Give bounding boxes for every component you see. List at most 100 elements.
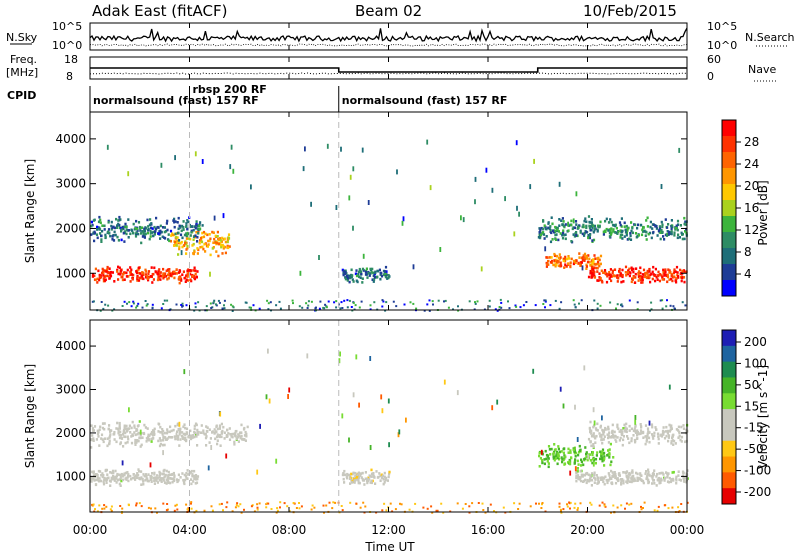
scatter-cell <box>196 428 199 432</box>
ytick-label: 2000 <box>55 221 86 235</box>
noise-cell <box>275 511 278 514</box>
scatter-cell <box>549 228 552 232</box>
scatter-cell <box>621 229 624 233</box>
speck-cell <box>412 264 415 270</box>
scatter-cell <box>675 265 679 269</box>
noise-cell <box>300 505 303 508</box>
scatter-cell <box>643 275 647 278</box>
noise-cell <box>666 299 668 302</box>
scatter-cell <box>651 277 654 281</box>
scatter-cell <box>220 422 223 426</box>
scatter-cell <box>679 224 682 227</box>
noise-cell <box>362 501 365 504</box>
scatter-cell <box>617 230 620 234</box>
scatter-cell <box>587 236 590 239</box>
scatter-cell <box>610 231 613 235</box>
scatter-cell <box>124 471 127 475</box>
scatter-cell <box>608 277 611 280</box>
scatter-cell <box>99 221 102 225</box>
scatter-cell <box>592 445 595 448</box>
scatter-cell <box>98 444 101 447</box>
scatter-cell <box>234 430 237 433</box>
noise-cell <box>624 507 626 510</box>
scatter-cell <box>606 481 609 485</box>
scatter-cell <box>592 434 595 437</box>
noise-cell <box>237 505 240 508</box>
scatter-cell <box>617 427 620 431</box>
noise-cell <box>318 307 321 310</box>
scatter-cell <box>666 473 669 477</box>
scatter-cell <box>199 221 202 224</box>
scatter-cell <box>100 433 104 437</box>
scatter-cell <box>640 233 644 237</box>
noise-cell <box>270 508 273 510</box>
scatter-cell <box>657 437 660 441</box>
scatter-cell <box>191 474 194 478</box>
scatter-cell <box>670 440 673 443</box>
scatter-cell <box>165 469 168 473</box>
scatter-cell <box>589 420 592 424</box>
scatter-cell <box>194 482 197 485</box>
scatter-cell <box>570 219 573 223</box>
scatter-cell <box>596 230 599 233</box>
scatter-cell <box>588 257 591 261</box>
scatter-cell <box>664 268 667 271</box>
scatter-cell <box>127 474 130 478</box>
scatter-cell <box>140 232 143 235</box>
scatter-cell <box>145 440 148 443</box>
speck-cell <box>562 403 565 409</box>
scatter-cell <box>622 471 625 474</box>
scatter-cell <box>685 480 688 484</box>
scatter-cell <box>115 481 118 484</box>
scatter-cell <box>626 227 629 230</box>
scatter-cell <box>200 424 203 427</box>
scatter-cell <box>592 432 595 435</box>
scatter-cell <box>571 227 574 231</box>
scatter-cell <box>215 425 218 428</box>
scatter-cell <box>101 438 104 441</box>
scatter-cell <box>613 274 616 277</box>
scatter-cell <box>349 475 352 478</box>
scatter-cell <box>591 226 594 229</box>
noise-cell <box>669 304 672 307</box>
speck-cell <box>335 205 338 210</box>
scatter-cell <box>634 232 638 235</box>
scatter-cell <box>154 227 157 231</box>
scatter-cell <box>649 280 652 284</box>
scatter-cell <box>561 460 564 464</box>
noise-cell <box>325 504 328 507</box>
noise-cell <box>436 509 439 512</box>
scatter-cell <box>135 474 138 477</box>
scatter-cell <box>159 472 162 475</box>
noise-cell <box>574 306 577 309</box>
scatter-cell <box>666 429 669 433</box>
scatter-cell <box>676 219 680 223</box>
colorbar-tick-label: 100 <box>744 356 767 370</box>
power-ylabel: Slant Range [km] <box>23 159 37 263</box>
scatter-cell <box>575 231 578 234</box>
scatter-cell <box>679 438 682 442</box>
scatter-cell <box>545 227 548 231</box>
scatter-cell <box>161 428 164 431</box>
speck-cell <box>127 171 130 177</box>
scatter-cell <box>125 275 128 278</box>
ytick-label: 3000 <box>55 177 86 191</box>
noise-cell <box>373 301 376 304</box>
colorbar-swatch <box>722 330 736 347</box>
scatter-cell <box>140 483 143 486</box>
scatter-cell <box>117 427 120 431</box>
scatter-cell <box>385 270 388 273</box>
scatter-cell <box>647 468 650 472</box>
scatter-cell <box>95 233 99 236</box>
scatter-cell <box>173 244 176 247</box>
scatter-cell <box>605 478 608 482</box>
scatter-cell <box>564 455 567 459</box>
scatter-cell <box>568 224 571 227</box>
scatter-cell <box>165 269 168 273</box>
scatter-cell <box>646 216 649 220</box>
scatter-cell <box>382 269 386 273</box>
scatter-cell <box>106 274 109 278</box>
noise-cell <box>534 304 537 307</box>
scatter-cell <box>553 443 556 446</box>
scatter-cell <box>553 229 556 232</box>
